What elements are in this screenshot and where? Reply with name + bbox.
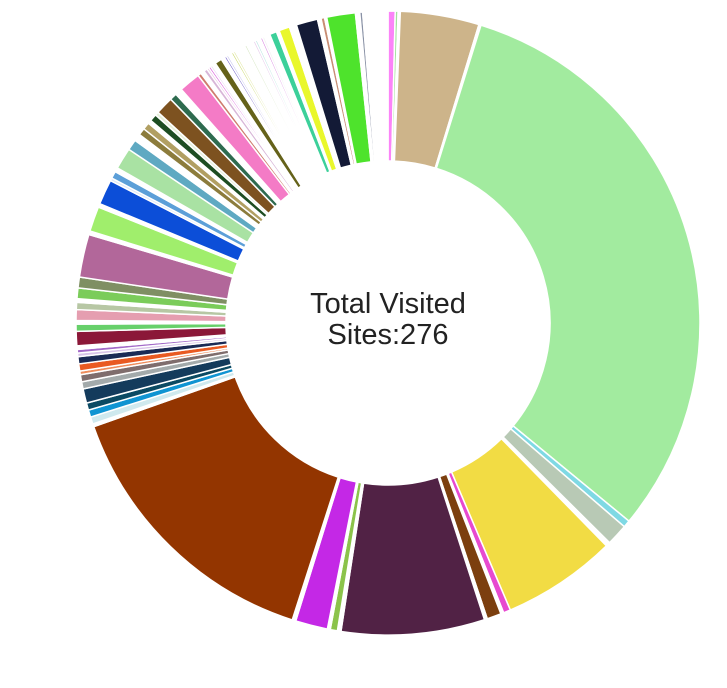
donut-slice-96[interactable] (361, 10, 389, 163)
donut-slice-5[interactable] (435, 24, 701, 523)
donut-slice-20[interactable] (92, 375, 340, 621)
donut-slices (75, 10, 701, 636)
